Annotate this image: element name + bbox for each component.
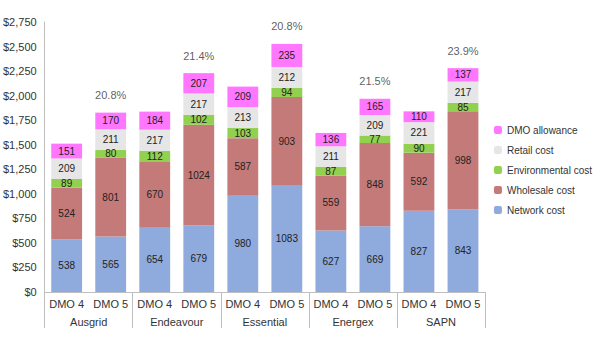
svg-text:77: 77 — [369, 134, 381, 145]
svg-text:110: 110 — [411, 111, 427, 122]
svg-text:20.8%: 20.8% — [271, 20, 302, 32]
svg-text:209: 209 — [367, 120, 384, 131]
svg-text:1083: 1083 — [276, 233, 299, 244]
svg-text:221: 221 — [411, 127, 428, 138]
svg-text:103: 103 — [234, 128, 251, 139]
svg-text:$750: $750 — [12, 212, 36, 224]
svg-text:Network cost: Network cost — [507, 205, 565, 216]
svg-text:DMO 5: DMO 5 — [357, 298, 392, 310]
svg-text:DMO 4: DMO 4 — [225, 298, 260, 310]
svg-text:23.9%: 23.9% — [447, 45, 478, 57]
svg-text:848: 848 — [367, 179, 384, 190]
svg-text:980: 980 — [234, 238, 251, 249]
svg-text:998: 998 — [455, 155, 472, 166]
svg-text:$500: $500 — [12, 237, 36, 249]
svg-text:DMO 4: DMO 4 — [402, 298, 437, 310]
svg-text:151: 151 — [58, 146, 75, 157]
svg-text:217: 217 — [190, 99, 207, 110]
svg-text:137: 137 — [455, 69, 472, 80]
svg-text:$1,250: $1,250 — [3, 163, 37, 175]
svg-text:$2,250: $2,250 — [3, 65, 37, 77]
svg-text:Wholesale cost: Wholesale cost — [507, 185, 575, 196]
svg-text:21.4%: 21.4% — [183, 50, 214, 62]
svg-text:SAPN: SAPN — [426, 316, 456, 328]
svg-text:654: 654 — [146, 254, 163, 265]
svg-text:Energex: Energex — [332, 316, 373, 328]
svg-text:90: 90 — [413, 143, 425, 154]
svg-text:87: 87 — [325, 166, 337, 177]
svg-text:DMO 4: DMO 4 — [313, 298, 348, 310]
svg-text:801: 801 — [102, 192, 119, 203]
svg-text:$2,750: $2,750 — [3, 16, 37, 28]
svg-text:20.8%: 20.8% — [95, 89, 126, 101]
svg-text:565: 565 — [102, 259, 119, 270]
svg-text:DMO 4: DMO 4 — [137, 298, 172, 310]
svg-text:211: 211 — [103, 134, 119, 145]
svg-text:DMO 5: DMO 5 — [446, 298, 481, 310]
svg-text:Ausgrid: Ausgrid — [70, 316, 107, 328]
svg-text:217: 217 — [455, 87, 472, 98]
svg-text:213: 213 — [234, 112, 251, 123]
svg-text:903: 903 — [278, 136, 295, 147]
svg-text:827: 827 — [411, 246, 428, 257]
svg-text:DMO allowance: DMO allowance — [507, 125, 578, 136]
svg-text:217: 217 — [146, 135, 163, 146]
svg-text:559: 559 — [323, 197, 340, 208]
svg-text:102: 102 — [190, 114, 207, 125]
svg-text:524: 524 — [58, 208, 75, 219]
svg-text:670: 670 — [146, 189, 163, 200]
svg-text:587: 587 — [234, 161, 251, 172]
svg-text:DMO 5: DMO 5 — [93, 298, 128, 310]
svg-text:211: 211 — [323, 151, 339, 162]
svg-text:165: 165 — [367, 101, 384, 112]
svg-text:DMO 4: DMO 4 — [49, 298, 84, 310]
svg-text:$1,750: $1,750 — [3, 114, 37, 126]
svg-text:21.5%: 21.5% — [359, 75, 390, 87]
svg-text:80: 80 — [105, 148, 117, 159]
svg-text:Retail cost: Retail cost — [507, 145, 554, 156]
svg-text:538: 538 — [58, 260, 75, 271]
svg-text:$1,500: $1,500 — [3, 139, 37, 151]
svg-text:209: 209 — [234, 91, 251, 102]
svg-text:184: 184 — [146, 115, 163, 126]
svg-text:627: 627 — [323, 256, 340, 267]
svg-text:235: 235 — [278, 50, 295, 61]
svg-text:DMO 5: DMO 5 — [181, 298, 216, 310]
svg-text:212: 212 — [278, 72, 295, 83]
svg-text:89: 89 — [61, 178, 73, 189]
svg-text:209: 209 — [58, 163, 75, 174]
svg-text:Environmental cost: Environmental cost — [507, 165, 592, 176]
svg-text:94: 94 — [281, 87, 293, 98]
svg-text:679: 679 — [190, 253, 207, 264]
svg-text:Essential: Essential — [243, 316, 288, 328]
svg-text:170: 170 — [102, 115, 119, 126]
svg-text:$250: $250 — [12, 261, 36, 273]
svg-text:$2,000: $2,000 — [3, 90, 37, 102]
svg-text:Endeavour: Endeavour — [150, 316, 204, 328]
svg-text:DMO 5: DMO 5 — [269, 298, 304, 310]
svg-text:$0: $0 — [24, 286, 36, 298]
svg-text:669: 669 — [367, 254, 384, 265]
svg-text:592: 592 — [411, 176, 428, 187]
svg-text:$1,000: $1,000 — [3, 188, 37, 200]
svg-text:207: 207 — [190, 78, 207, 89]
svg-text:$2,500: $2,500 — [3, 41, 37, 53]
svg-text:843: 843 — [455, 245, 472, 256]
svg-text:112: 112 — [147, 151, 163, 162]
svg-text:1024: 1024 — [188, 170, 211, 181]
svg-text:85: 85 — [457, 102, 469, 113]
svg-text:136: 136 — [323, 134, 340, 145]
